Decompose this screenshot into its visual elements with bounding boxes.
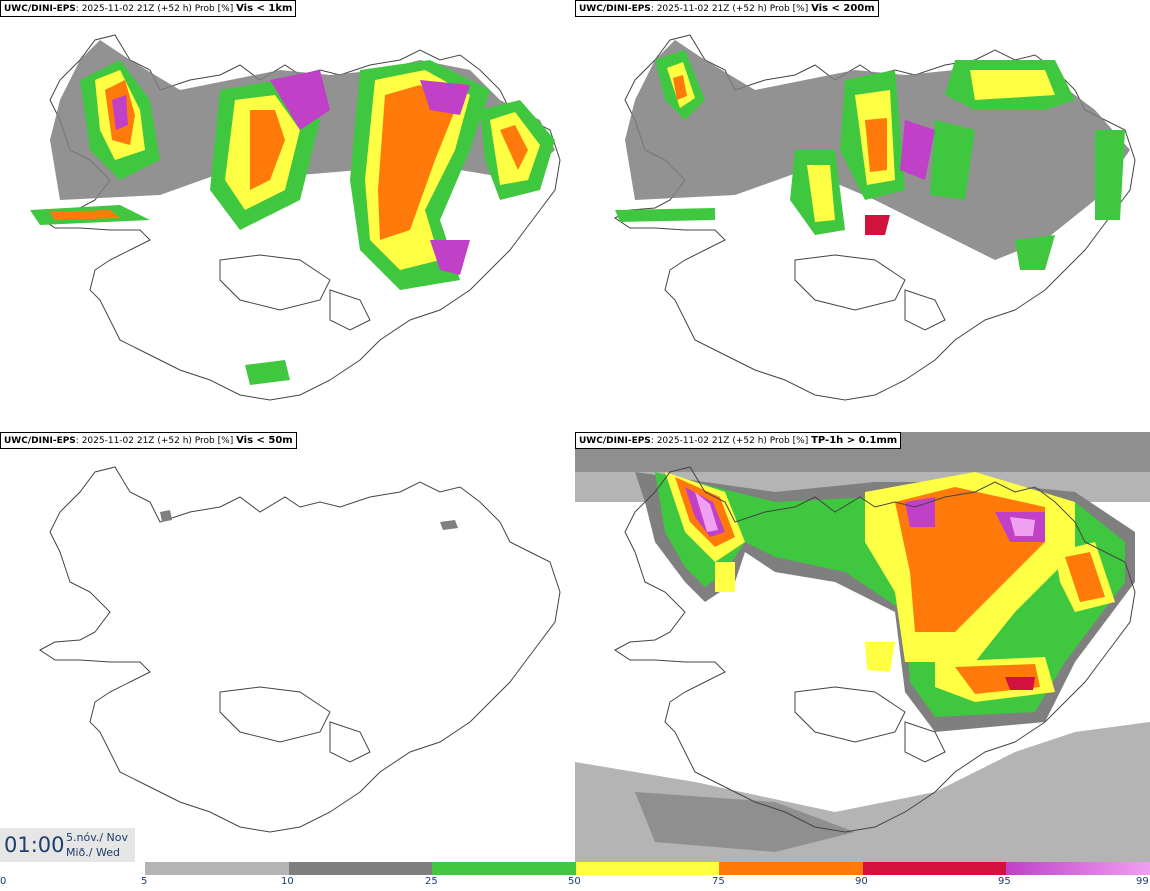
probability-colorbar [145, 862, 1150, 875]
colorbar-tick: 5 [141, 876, 148, 887]
probability-field [30, 40, 555, 385]
colorbar-segment [862, 862, 1006, 875]
colorbar-segment [719, 862, 863, 875]
variable-name: Vis < 1km [236, 3, 293, 14]
colorbar-segment [145, 862, 289, 875]
colorbar-tick: 90 [855, 876, 868, 887]
colorbar-segment [1006, 862, 1150, 875]
colorbar-tick: 95 [998, 876, 1011, 887]
map-canvas [614, 34, 1136, 401]
colorbar-tick: 0 [0, 876, 7, 887]
map-canvas [39, 466, 561, 833]
colorbar-tick: 75 [712, 876, 725, 887]
map-panel-vis-200m: UWC/DINI-EPS: 2025-11-02 21Z (+52 h) Pro… [575, 0, 1150, 432]
map-canvas [575, 432, 1150, 864]
probability-field [575, 432, 1150, 864]
map-panel-vis-50m: UWC/DINI-EPS: 2025-11-02 21Z (+52 h) Pro… [0, 432, 575, 864]
colorbar-segment [288, 862, 432, 875]
model-name: UWC/DINI-EPS [4, 4, 76, 14]
variable-name: Vis < 50m [236, 435, 293, 446]
model-name: UWC/DINI-EPS [4, 436, 76, 446]
panel-title: UWC/DINI-EPS: 2025-11-02 21Z (+52 h) Pro… [0, 432, 297, 449]
run-info: : 2025-11-02 21Z (+52 h) Prob [%] [650, 436, 809, 446]
panel-title: UWC/DINI-EPS: 2025-11-02 21Z (+52 h) Pro… [575, 432, 902, 449]
variable-name: Vis < 200m [811, 3, 875, 14]
valid-time-clock: 01:00 [4, 833, 65, 857]
valid-weekday: Mið./ Wed [66, 846, 120, 859]
map-panel-precip: UWC/DINI-EPS: 2025-11-02 21Z (+52 h) Pro… [575, 432, 1150, 864]
probability-field [615, 40, 1130, 270]
probability-field [160, 510, 458, 530]
colorbar-tick: 99 [1136, 876, 1149, 887]
model-name: UWC/DINI-EPS [579, 436, 651, 446]
run-info: : 2025-11-02 21Z (+52 h) Prob [%] [75, 4, 234, 14]
valid-time-box: 01:00 5.nóv./ Nov Mið./ Wed [0, 828, 135, 862]
map-panel-vis-1km: UWC/DINI-EPS: 2025-11-02 21Z (+52 h) Pro… [0, 0, 575, 432]
run-info: : 2025-11-02 21Z (+52 h) Prob [%] [650, 4, 809, 14]
model-name: UWC/DINI-EPS [579, 4, 651, 14]
panel-title: UWC/DINI-EPS: 2025-11-02 21Z (+52 h) Pro… [575, 0, 879, 17]
colorbar-tick: 25 [425, 876, 438, 887]
colorbar-segment [432, 862, 576, 875]
map-canvas [30, 34, 561, 401]
colorbar-tick: 10 [281, 876, 294, 887]
colorbar-tick: 50 [568, 876, 581, 887]
panel-title: UWC/DINI-EPS: 2025-11-02 21Z (+52 h) Pro… [0, 0, 297, 17]
run-info: : 2025-11-02 21Z (+52 h) Prob [%] [75, 436, 234, 446]
valid-date: 5.nóv./ Nov [66, 831, 129, 844]
colorbar-segment [575, 862, 719, 875]
variable-name: TP-1h > 0.1mm [811, 435, 898, 446]
